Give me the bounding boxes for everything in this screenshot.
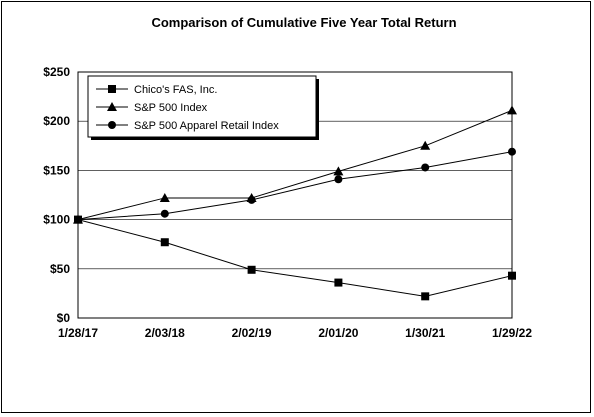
data-point-square [508, 271, 516, 280]
series-square [74, 215, 516, 301]
y-tick-label: $50 [50, 262, 70, 276]
chart-title: Comparison of Cumulative Five Year Total… [151, 15, 456, 30]
x-tick-label: 1/30/21 [405, 326, 445, 340]
data-point-triangle [159, 192, 170, 202]
y-tick-label: $100 [43, 213, 70, 227]
x-tick-label: 2/03/18 [145, 326, 185, 340]
data-point-square [421, 292, 430, 301]
data-point-square [334, 278, 343, 287]
data-point-triangle [333, 166, 344, 176]
x-tick-label: 2/02/19 [232, 326, 272, 340]
data-point-circle [247, 195, 256, 204]
plot-area-border [77, 71, 513, 319]
series-circle [74, 147, 516, 224]
data-point-square [160, 238, 169, 247]
data-point-circle [334, 175, 343, 184]
x-tick-label: 2/01/20 [318, 326, 358, 340]
axes: $0 $50 $100 $150 $200 $250 1/28/17 2/03/18 2/02/… [43, 65, 532, 340]
legend: Chico's FAS, Inc. S&P 500 Index S&P 500 Ap… [87, 75, 319, 140]
series-line-square [77, 219, 513, 297]
legend-label: Chico's FAS, Inc. [134, 84, 217, 96]
x-tick-label: 1/29/22 [492, 326, 532, 340]
data-point-circle [160, 209, 169, 218]
data-point-circle [421, 163, 430, 172]
y-tick-label: $0 [57, 311, 71, 325]
legend-label: S&P 500 Apparel Retail Index [134, 120, 279, 132]
legend-marker-square [108, 85, 116, 93]
legend-marker-circle [108, 121, 116, 129]
data-point-circle [508, 147, 516, 156]
data-point-circle [74, 215, 82, 224]
legend-marker-triangle [107, 102, 117, 111]
series-line-triangle [77, 109, 513, 221]
y-tick-label: $150 [43, 163, 70, 177]
series-line-circle [77, 151, 513, 221]
y-tick-label: $200 [43, 114, 70, 128]
data-point-triangle [507, 105, 517, 115]
x-tick-label: 1/28/17 [58, 326, 98, 340]
data-point-triangle [420, 140, 431, 150]
series-group [73, 105, 517, 301]
data-point-square [247, 265, 256, 274]
legend-label: S&P 500 Index [134, 102, 208, 114]
y-tick-label: $250 [43, 65, 70, 79]
